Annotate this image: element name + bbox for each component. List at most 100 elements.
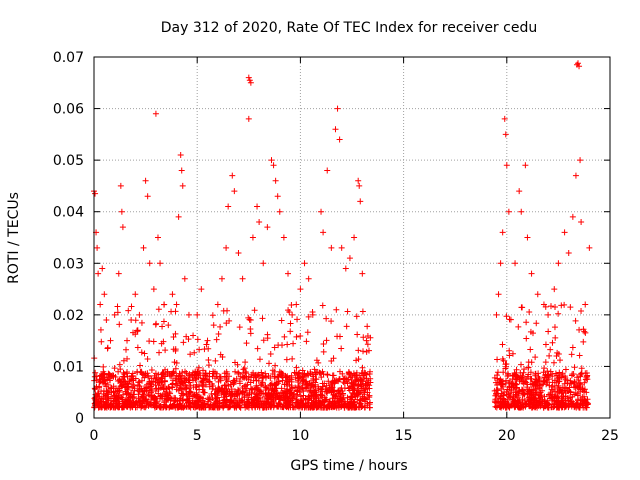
data-point — [217, 377, 224, 384]
data-point — [317, 370, 324, 377]
data-point — [525, 371, 532, 378]
x-tick-label: 20 — [498, 428, 516, 444]
data-point — [97, 398, 104, 405]
data-point — [196, 346, 203, 353]
data-point — [319, 380, 326, 387]
data-point — [345, 404, 352, 411]
data-point — [165, 322, 172, 329]
data-point — [323, 337, 330, 344]
data-point — [338, 385, 345, 392]
data-point — [313, 389, 320, 396]
data-point — [237, 404, 244, 411]
x-tick-label: 10 — [291, 428, 309, 444]
data-point — [355, 177, 362, 184]
data-point — [547, 303, 554, 310]
data-point — [496, 403, 503, 410]
data-point — [278, 385, 285, 392]
data-point — [561, 301, 568, 308]
y-tick-label: 0.07 — [53, 50, 84, 66]
data-point — [142, 177, 149, 184]
data-point — [574, 374, 581, 381]
data-point — [324, 372, 331, 379]
data-point — [523, 319, 530, 326]
data-point — [500, 392, 507, 399]
data-point — [231, 402, 238, 409]
data-point — [571, 404, 578, 411]
data-point — [503, 313, 510, 320]
data-point — [308, 382, 315, 389]
data-point — [576, 326, 583, 333]
data-point — [339, 396, 346, 403]
data-point — [363, 384, 370, 391]
data-point — [350, 381, 357, 388]
data-point — [124, 373, 131, 380]
data-point — [512, 389, 519, 396]
data-point — [523, 375, 530, 382]
data-point — [279, 342, 286, 349]
data-point — [320, 340, 327, 347]
data-point — [270, 162, 277, 169]
data-point — [105, 391, 112, 398]
data-point — [172, 330, 179, 337]
data-point — [123, 383, 130, 390]
data-point — [309, 311, 316, 318]
data-point — [169, 384, 176, 391]
data-point — [496, 379, 503, 386]
data-point — [231, 359, 238, 366]
data-point — [152, 394, 159, 401]
data-point — [559, 388, 566, 395]
data-point — [91, 373, 98, 380]
data-point — [177, 382, 184, 389]
x-tick-label: 0 — [90, 428, 99, 444]
data-point — [343, 323, 350, 330]
data-point — [332, 126, 339, 133]
data-point — [186, 389, 193, 396]
data-point — [520, 390, 527, 397]
data-point — [276, 400, 283, 407]
data-point — [225, 203, 232, 210]
data-point — [99, 265, 106, 272]
data-point — [118, 376, 125, 383]
data-point — [173, 386, 180, 393]
data-point — [525, 398, 532, 405]
data-point — [134, 344, 141, 351]
data-point — [527, 346, 534, 353]
data-point — [367, 334, 374, 341]
tick-labels: 0 5 10 15 20 25 0 0.01 0.02 0.03 0.04 0.05 0.06 0.07 — [53, 50, 619, 444]
data-point — [235, 386, 242, 393]
data-point — [546, 382, 553, 389]
data-point — [172, 308, 179, 315]
data-point — [352, 371, 359, 378]
data-point — [523, 335, 530, 342]
data-point — [245, 74, 252, 81]
data-point — [583, 404, 590, 411]
data-point — [125, 307, 132, 314]
data-point — [226, 388, 233, 395]
data-point — [243, 385, 250, 392]
data-point — [540, 378, 547, 385]
y-tick-label: 0.02 — [53, 308, 84, 324]
data-point — [176, 401, 183, 408]
data-point — [194, 402, 201, 409]
data-point — [338, 244, 345, 251]
data-point — [555, 400, 562, 407]
data-point — [206, 370, 213, 377]
data-point — [279, 377, 286, 384]
data-point — [501, 115, 508, 122]
data-point — [293, 333, 300, 340]
data-point — [290, 391, 297, 398]
data-point — [179, 182, 186, 189]
data-point — [163, 388, 170, 395]
data-point — [103, 383, 110, 390]
data-point — [516, 376, 523, 383]
data-point — [355, 347, 362, 354]
data-point — [202, 372, 209, 379]
data-point — [532, 404, 539, 411]
data-point — [284, 341, 291, 348]
data-point — [104, 390, 111, 397]
data-point — [152, 321, 159, 328]
data-point — [282, 389, 289, 396]
data-point — [577, 157, 584, 164]
data-point — [518, 386, 525, 393]
data-point — [363, 337, 370, 344]
